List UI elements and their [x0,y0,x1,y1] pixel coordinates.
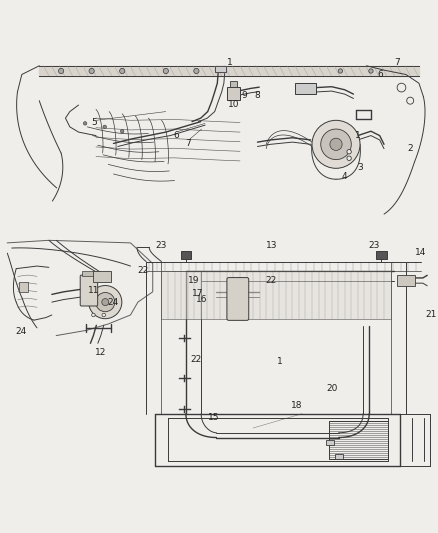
Circle shape [59,68,64,74]
Bar [326,440,334,445]
Circle shape [347,156,351,160]
Bar [227,87,240,100]
Text: 1: 1 [277,357,283,366]
Circle shape [338,69,343,73]
Text: 2: 2 [407,144,413,153]
Circle shape [102,313,106,317]
Circle shape [88,286,122,319]
Text: 13: 13 [266,240,277,249]
Circle shape [95,293,115,312]
Bar [295,83,316,94]
Circle shape [347,150,351,154]
Text: 20: 20 [327,384,338,393]
Text: 22: 22 [191,354,202,364]
Circle shape [83,122,87,125]
Circle shape [330,138,342,150]
Text: 12: 12 [95,349,106,358]
Circle shape [312,120,360,168]
Text: 5: 5 [91,118,97,127]
Bar [329,421,388,459]
Circle shape [120,130,124,133]
Text: 24: 24 [108,298,119,307]
Text: 6: 6 [174,131,180,140]
Bar [397,276,415,286]
Circle shape [120,68,125,74]
Circle shape [321,129,351,159]
Bar [180,251,191,259]
Text: 15: 15 [208,413,219,422]
Text: 1: 1 [227,58,233,67]
Circle shape [407,97,414,104]
Text: 23: 23 [155,240,166,249]
Text: 6: 6 [378,70,383,79]
Text: 23: 23 [369,240,380,249]
Circle shape [397,83,406,92]
Text: 7: 7 [185,139,191,148]
Text: 10: 10 [228,100,239,109]
Text: 11: 11 [88,286,99,295]
Text: 21: 21 [425,310,437,319]
FancyBboxPatch shape [227,278,249,320]
Bar [81,271,96,277]
Circle shape [92,313,95,317]
Circle shape [369,69,373,73]
Bar [215,66,226,72]
Text: 4: 4 [342,172,348,181]
Text: 8: 8 [254,91,260,100]
Text: 19: 19 [187,276,199,285]
Bar [93,271,111,281]
Text: 16: 16 [196,295,207,304]
Text: 17: 17 [192,289,203,298]
Text: 3: 3 [357,164,363,172]
Text: 14: 14 [415,248,426,257]
Text: 22: 22 [265,276,276,285]
Text: 24: 24 [15,327,27,336]
Circle shape [103,125,106,128]
Text: 7: 7 [394,58,400,67]
Text: 9: 9 [241,91,247,100]
Circle shape [89,68,94,74]
Text: 1: 1 [355,131,361,140]
Bar [376,251,387,259]
Bar [230,81,237,87]
Bar [19,281,28,292]
Bar [335,454,343,459]
Text: 18: 18 [291,401,303,410]
Bar [162,271,391,319]
Circle shape [163,68,169,74]
Circle shape [194,68,199,74]
Text: 22: 22 [138,266,149,276]
FancyBboxPatch shape [80,275,98,306]
Circle shape [102,298,109,305]
